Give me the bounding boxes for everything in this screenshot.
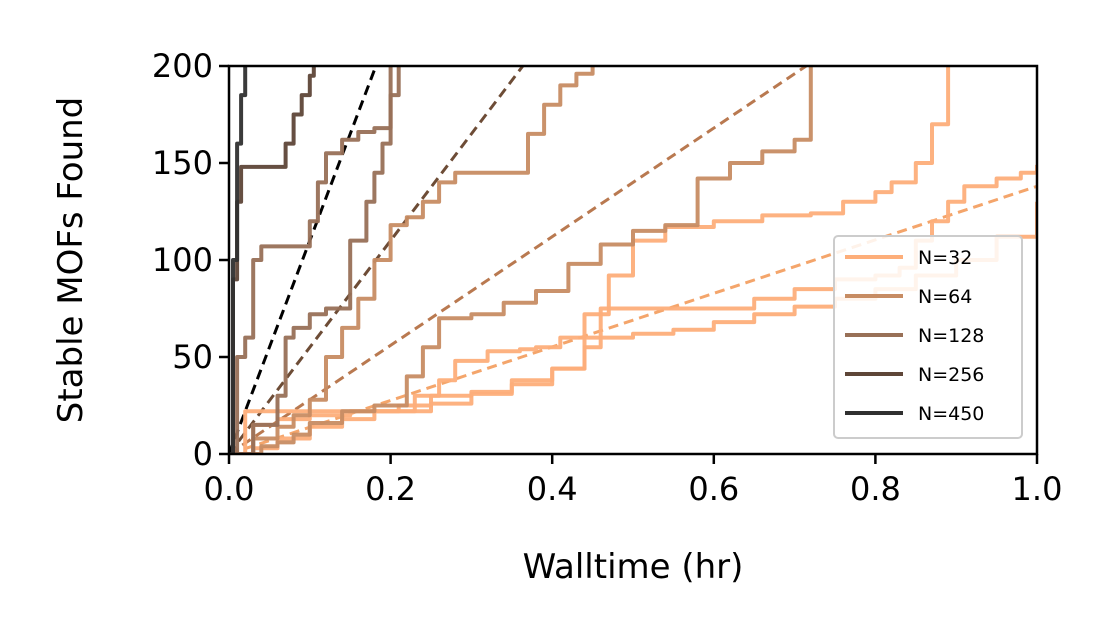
- series-line-n32-0: [229, 66, 951, 454]
- y-axis-label: Stable MOFs Found: [51, 97, 91, 424]
- x-tick-label: 0.0: [204, 470, 255, 508]
- trend-line-n32: [229, 184, 1037, 454]
- legend-box: [833, 235, 1023, 439]
- x-tick-label: 0.4: [527, 470, 578, 508]
- x-axis-label: Walltime (hr): [523, 547, 744, 587]
- x-tick-label: 0.8: [850, 470, 901, 508]
- legend: N=32 N=64 N=128 N=256 N=450: [833, 235, 1023, 439]
- y-tick-label: 200: [152, 47, 213, 85]
- y-tick-label: 100: [152, 241, 213, 279]
- plot-area: [229, 66, 1037, 454]
- y-tick-label: 0: [193, 435, 213, 473]
- series-line-n256-7: [229, 66, 316, 454]
- x-tick-label: 0.6: [688, 470, 739, 508]
- series-line-n128-5: [229, 66, 401, 454]
- legend-label-n32: N=32: [918, 247, 972, 269]
- series-line-n64-4: [229, 66, 595, 454]
- trend-line-n64: [229, 66, 807, 454]
- x-tick-label: 1.0: [1012, 470, 1063, 508]
- x-tick-label: 0.2: [365, 470, 416, 508]
- series-line-n128-6: [229, 66, 393, 454]
- legend-label-n450: N=450: [918, 403, 984, 425]
- y-tick-label: 150: [152, 144, 213, 182]
- series-line-n64-3: [229, 66, 813, 454]
- y-axis: 0 50 100 150 200: [152, 47, 229, 473]
- legend-label-n128: N=128: [918, 325, 984, 347]
- x-axis: 0.0 0.2 0.4 0.6 0.8 1.0: [204, 454, 1063, 508]
- legend-label-n64: N=64: [918, 286, 972, 308]
- series-line-n450-8: [229, 66, 248, 454]
- legend-label-n256: N=256: [918, 364, 984, 386]
- y-tick-label: 50: [172, 338, 213, 376]
- trend-line-n450: [229, 66, 378, 454]
